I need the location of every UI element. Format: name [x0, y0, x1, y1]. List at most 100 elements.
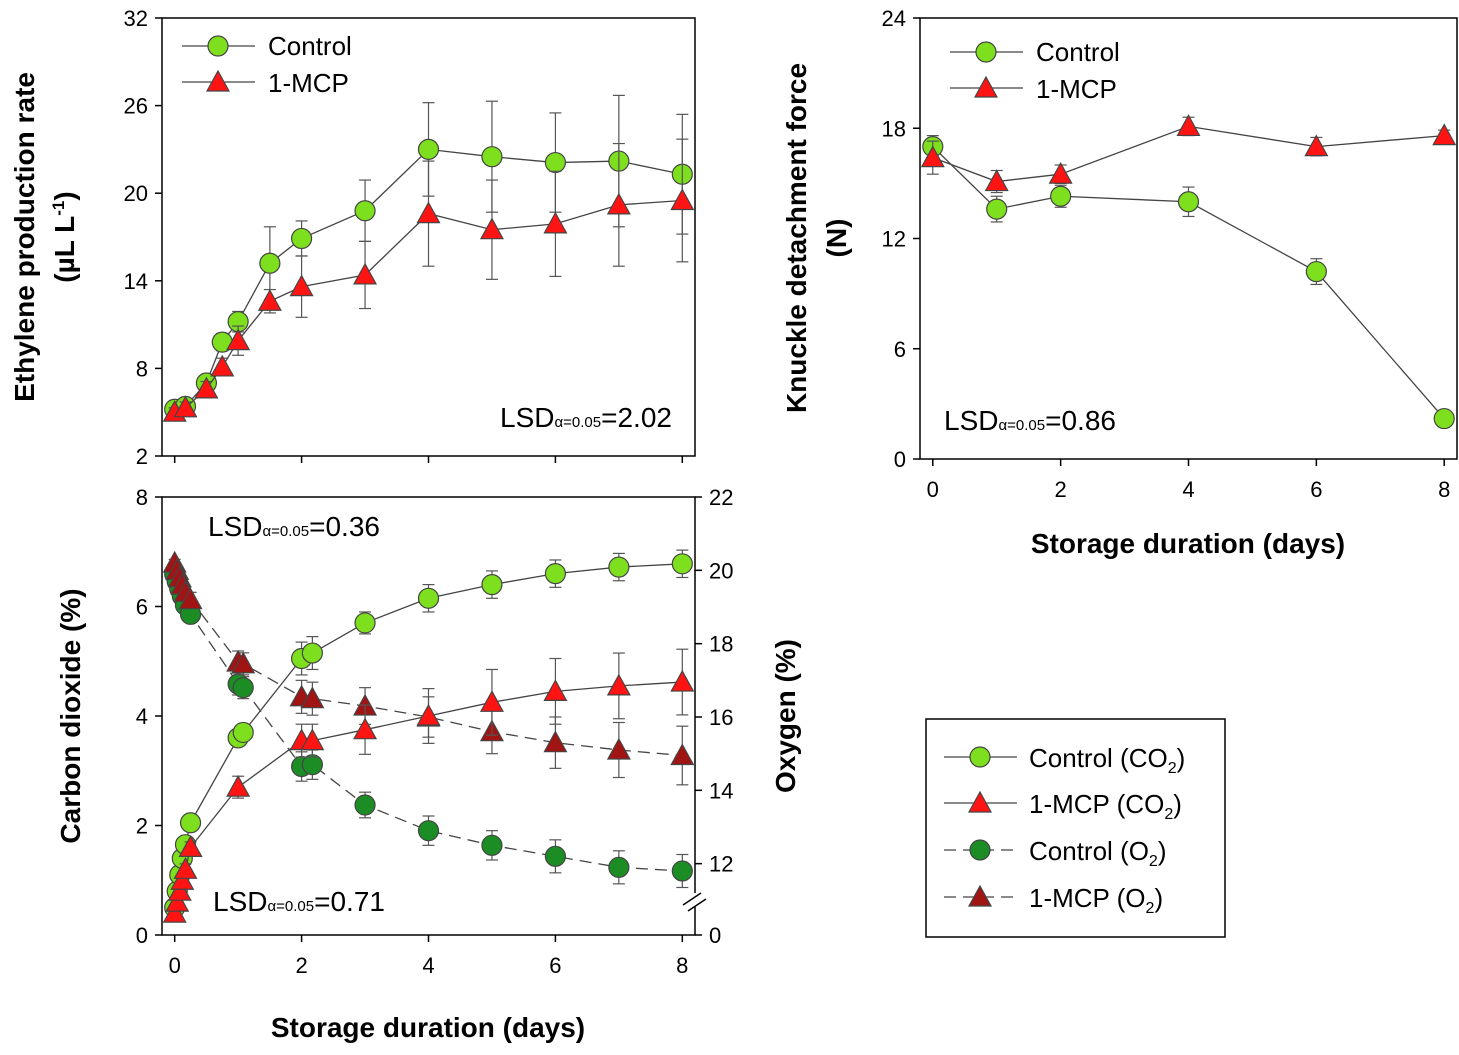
ethylene-lsd-sub: α=0.05	[554, 414, 601, 431]
gas-control-co2-point	[671, 553, 693, 575]
gas-mcp-co2-point	[353, 717, 378, 740]
carbon-dioxide-y-tick-label: 4	[136, 704, 148, 729]
gas-legend-item-mcp-co2: 1-MCP (CO2)	[944, 789, 1182, 823]
gas-legend-label-sub: 2	[1146, 900, 1155, 917]
gas-control-o2-point	[544, 845, 567, 867]
gas-control-co2-point	[232, 721, 254, 744]
knuckle-y-axis-title: Knuckle detachment force	[781, 63, 812, 413]
knuckle-mcp-point	[920, 145, 945, 168]
gas-mcp-co2-point	[162, 900, 187, 923]
ethylene-control-point	[290, 227, 313, 250]
oxygen-axis-break-icon	[682, 892, 707, 912]
gas-lsd-top-base: LSD	[208, 511, 262, 542]
gas-legend-item-mcp-o2: 1-MCP (O2)	[944, 883, 1163, 917]
knuckle-y-axis-unit: (N)	[821, 219, 852, 258]
carbon-dioxide-y-tick-label: 0	[136, 923, 148, 948]
gas-control-co2-point	[179, 812, 202, 834]
knuckle-mcp-point	[1176, 114, 1201, 137]
gas-x-tick-label: 4	[422, 953, 434, 978]
ethylene-y-tick-label: 14	[124, 269, 148, 294]
ethylene-unit-end: )	[49, 191, 80, 200]
knuckle-series	[920, 114, 1457, 430]
knuckle-x-tick-label: 6	[1310, 477, 1322, 502]
ethylene-mcp-point	[257, 288, 282, 311]
knuckle-y-tick-label: 6	[894, 337, 906, 362]
knuckle-x-tick-label: 2	[1055, 477, 1067, 502]
knuckle-lsd-base: LSD	[944, 405, 998, 436]
knuckle-control-series-group	[922, 135, 1455, 430]
gas-x-tick-label: 8	[676, 953, 688, 978]
ethylene-y-axis-unit: (µL L-1)	[49, 191, 80, 282]
gas-mcp-o2-series-group	[162, 550, 695, 786]
gas-mcp-co2-point	[178, 835, 203, 858]
gas-legend-label-base: Control (O	[1029, 836, 1149, 866]
ethylene-lsd-base: LSD	[500, 402, 554, 433]
knuckle-control-line	[932, 146, 1445, 420]
oxygen-y-tick-label: 16	[709, 705, 733, 730]
gas-lsd-top-sub: α=0.05	[262, 523, 309, 540]
knuckle-mcp-point	[984, 169, 1009, 192]
ethylene-y-tick-label: 2	[136, 444, 148, 469]
oxygen-y-tick-label: 18	[709, 632, 733, 657]
gas-legend-marker	[967, 790, 993, 813]
gas-control-o2-point	[232, 677, 254, 699]
ethylene-control-point	[354, 200, 376, 222]
knuckle-y-tick-label: 18	[882, 116, 906, 141]
gas-legend-marker	[969, 746, 991, 768]
ethylene-legend: Control 1-MCP	[182, 31, 352, 98]
carbon-dioxide-y-tick-label: 8	[136, 485, 148, 510]
gas-mcp-co2-point	[173, 857, 198, 879]
gas-mcp-co2-point	[416, 703, 441, 726]
gas-control-o2-point	[354, 794, 376, 816]
gas-x-tick-label: 2	[295, 953, 307, 978]
knuckle-plot-frame	[919, 17, 1458, 460]
gas-mcp-co2-point	[167, 878, 192, 901]
gas-legend-item-control-co2: Control (CO2)	[944, 743, 1185, 777]
gas-control-co2-point	[544, 563, 567, 585]
knuckle-y-tick-label: 0	[894, 447, 906, 472]
ethylene-lsd-value: =2.02	[601, 402, 672, 433]
ethylene-legend-mcp-marker	[205, 69, 231, 92]
ethylene-control-point	[417, 138, 440, 160]
gas-mcp-co2-point	[170, 868, 195, 890]
knuckle-control-point	[986, 198, 1008, 220]
gas-mcp-o2-point	[606, 737, 631, 760]
knuckle-mcp-point	[1304, 134, 1329, 157]
gas-legend-item-control-o2: Control (O2)	[944, 836, 1167, 870]
gas-legend-label: Control (O2)	[1029, 836, 1167, 870]
ethylene-axes: 2 8 14 20 26 32	[124, 6, 684, 469]
knuckle-control-point	[1050, 185, 1072, 207]
ethylene-lsd-annotation: LSDα=0.05=2.02	[500, 402, 672, 433]
gas-mcp-o2-point	[300, 686, 325, 709]
ethylene-y-tick-label: 8	[136, 356, 148, 381]
ethylene-mcp-point	[173, 395, 198, 418]
ethylene-mcp-point	[226, 328, 251, 351]
knuckle-x-tick-label: 4	[1182, 477, 1194, 502]
gas-x-tick-label: 0	[169, 953, 181, 978]
gas-mcp-o2-point	[543, 730, 568, 753]
knuckle-lsd-annotation: LSDα=0.05=0.86	[944, 405, 1116, 436]
ethylene-legend-control-label: Control	[268, 31, 352, 61]
gas-legend-label-sub: 2	[1149, 853, 1158, 870]
ethylene-mcp-point	[416, 201, 441, 224]
gas-lsd-bottom-base: LSD	[213, 886, 267, 917]
ethylene-series	[162, 94, 695, 422]
ethylene-y-tick-label: 32	[124, 6, 148, 31]
gas-mcp-co2-point	[606, 673, 631, 696]
knuckle-control-point	[1433, 407, 1455, 430]
ethylene-mcp-point	[670, 188, 695, 211]
carbon-dioxide-y-tick-label: 6	[136, 595, 148, 620]
gas-x-tick-label: 6	[549, 953, 561, 978]
ethylene-mcp-point	[543, 211, 568, 234]
ethylene-mcp-point	[353, 262, 378, 285]
gas-mcp-co2-series-group	[162, 648, 695, 923]
knuckle-legend-control-label: Control	[1036, 37, 1120, 67]
gas-legend-label-end: )	[1173, 789, 1182, 819]
oxygen-y-tick-label: 12	[709, 852, 733, 877]
gas-control-co2-point	[354, 612, 376, 634]
